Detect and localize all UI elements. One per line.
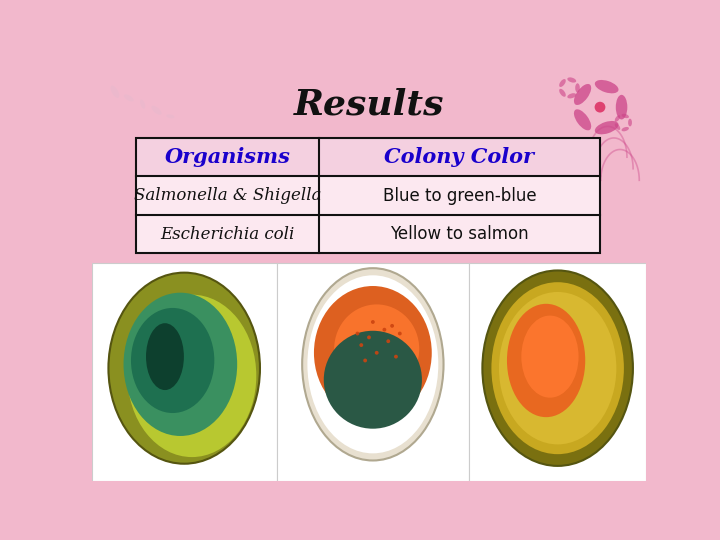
Ellipse shape [131, 308, 215, 413]
Ellipse shape [387, 339, 390, 343]
Ellipse shape [575, 83, 580, 92]
Ellipse shape [567, 77, 576, 83]
Ellipse shape [507, 304, 585, 417]
Ellipse shape [621, 114, 629, 118]
Ellipse shape [574, 109, 591, 130]
Bar [137, 177, 600, 215]
Bar [469, 264, 647, 481]
Text: Results: Results [294, 88, 444, 122]
Text: Yellow to salmon: Yellow to salmon [390, 225, 528, 243]
Ellipse shape [314, 286, 432, 420]
Ellipse shape [166, 114, 174, 118]
Bar [137, 215, 600, 253]
Bar [137, 138, 600, 177]
Bar [137, 138, 600, 253]
Ellipse shape [595, 102, 606, 112]
Ellipse shape [367, 335, 371, 339]
Ellipse shape [499, 292, 616, 444]
Ellipse shape [492, 282, 624, 454]
Ellipse shape [363, 359, 367, 362]
Ellipse shape [140, 99, 145, 109]
Ellipse shape [615, 123, 620, 130]
Ellipse shape [621, 127, 629, 131]
Ellipse shape [567, 93, 576, 98]
Ellipse shape [615, 115, 620, 122]
Ellipse shape [616, 95, 627, 119]
Ellipse shape [375, 351, 379, 355]
Bar [276, 264, 469, 481]
Text: Escherichia coli: Escherichia coli [161, 226, 295, 242]
Ellipse shape [334, 305, 419, 394]
Ellipse shape [124, 293, 237, 436]
Text: Salmonella & Shigella: Salmonella & Shigella [134, 187, 321, 204]
Ellipse shape [302, 268, 444, 461]
Ellipse shape [111, 85, 120, 98]
Ellipse shape [390, 324, 394, 328]
Ellipse shape [356, 332, 359, 335]
Ellipse shape [146, 323, 184, 390]
Ellipse shape [482, 271, 633, 466]
Ellipse shape [127, 295, 256, 457]
Ellipse shape [595, 121, 618, 134]
Ellipse shape [574, 84, 591, 105]
Ellipse shape [382, 328, 387, 332]
Bar [92, 264, 276, 481]
Ellipse shape [151, 106, 161, 115]
Ellipse shape [559, 89, 566, 97]
Text: Blue to green-blue: Blue to green-blue [382, 187, 536, 205]
Ellipse shape [109, 273, 260, 464]
Ellipse shape [324, 331, 422, 429]
Ellipse shape [124, 94, 134, 102]
Ellipse shape [628, 119, 632, 126]
Ellipse shape [394, 355, 398, 359]
Ellipse shape [595, 80, 618, 93]
Ellipse shape [559, 79, 566, 87]
Ellipse shape [307, 275, 438, 454]
Ellipse shape [521, 315, 579, 397]
Text: Organisms: Organisms [165, 147, 291, 167]
Text: Colony Color: Colony Color [384, 147, 534, 167]
Ellipse shape [359, 343, 363, 347]
Ellipse shape [371, 320, 375, 324]
Ellipse shape [398, 332, 402, 335]
